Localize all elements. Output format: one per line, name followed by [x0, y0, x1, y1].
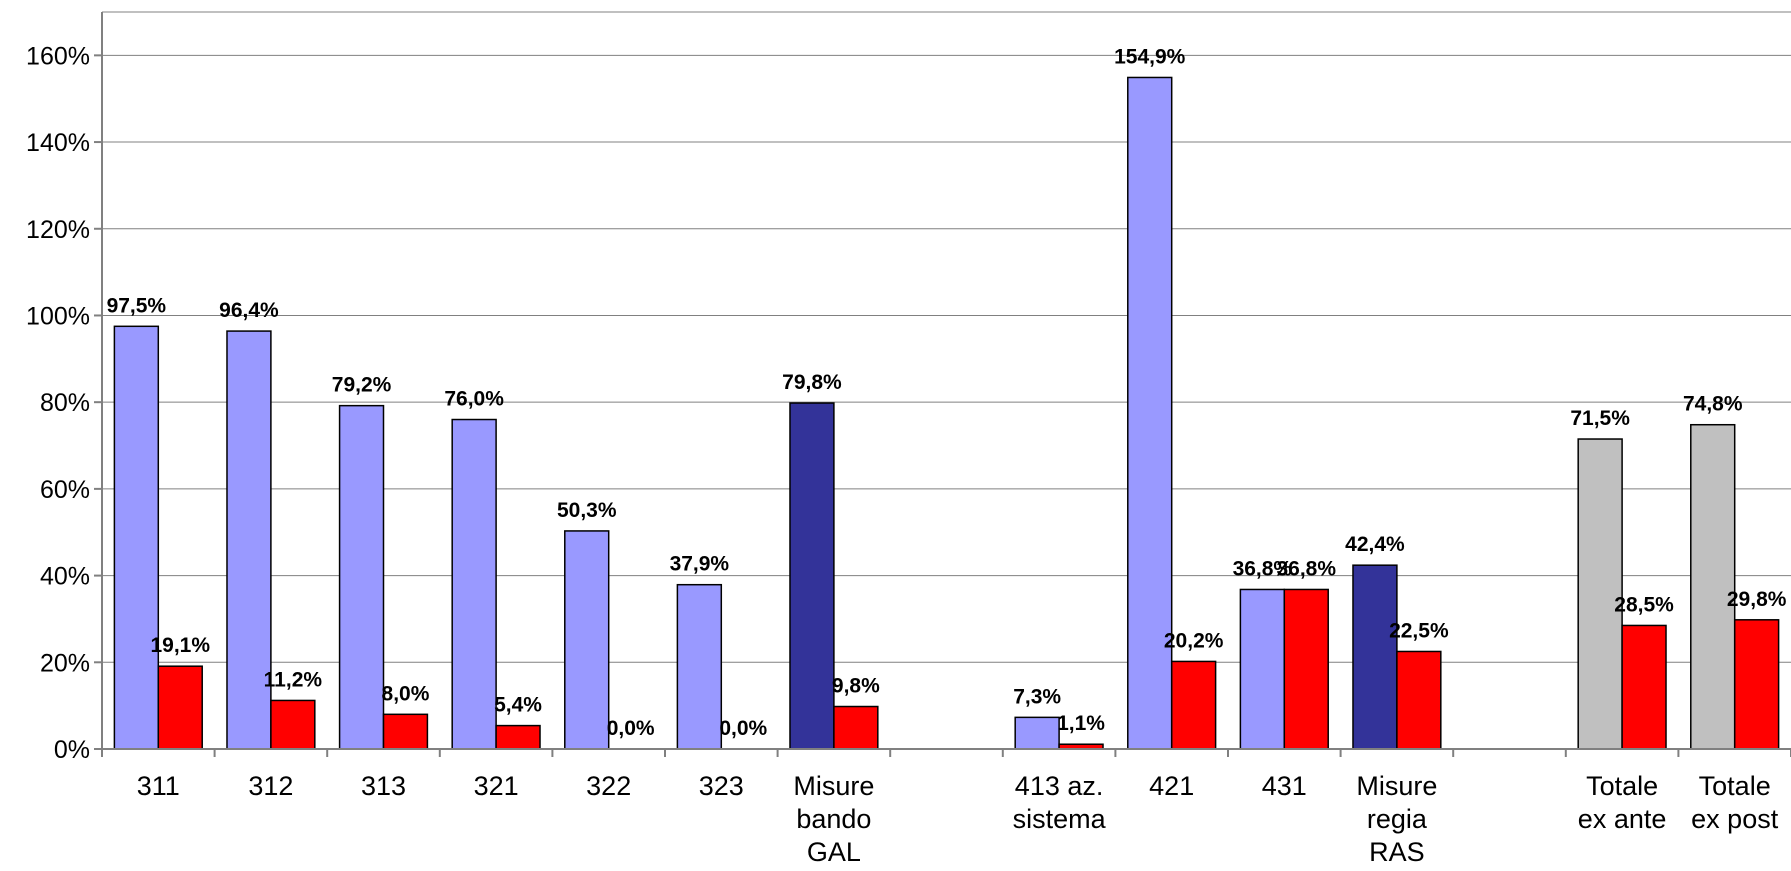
bar-series-2 [270, 699, 316, 750]
y-tick-label: 100% [26, 302, 90, 330]
y-tick-label: 140% [26, 129, 90, 157]
x-tick-label-line: 413 az. [1015, 771, 1104, 801]
data-label: 79,8% [782, 371, 842, 394]
y-tick-label: 80% [40, 389, 90, 417]
data-label: 11,2% [264, 668, 323, 691]
x-tick-label: 413 az. sistema [1013, 771, 1107, 834]
bar-series-1 [564, 530, 610, 750]
bar-series-2 [1396, 650, 1442, 750]
data-label: 154,9% [1114, 45, 1186, 68]
data-label: 37,9% [670, 553, 730, 576]
bar-series-1 [338, 404, 385, 750]
x-tick-label-line: 312 [248, 771, 293, 801]
x-tick-label: 323 [699, 771, 744, 801]
data-label: 5,4% [494, 694, 542, 717]
bar-series-1 [1352, 564, 1398, 750]
x-tick-label: 313 [361, 771, 406, 801]
axes [94, 12, 1791, 757]
x-tick-label-line: sistema [1013, 804, 1107, 834]
data-label: 19,1% [150, 634, 210, 657]
x-tick-label-line: bando [796, 804, 871, 834]
x-tick-label-line: regia [1367, 804, 1428, 834]
x-tick-label-line: Misure [1356, 771, 1437, 801]
bar-series-2 [495, 724, 541, 750]
x-tick-label: Misure regia RAS [1356, 771, 1437, 867]
x-tick-label: Totale ex ante [1578, 771, 1667, 834]
bar-series-2 [157, 665, 203, 750]
x-tick-label-line: Misure [793, 771, 874, 801]
bar-series-2 [1733, 619, 1780, 750]
bars [113, 76, 1780, 750]
x-tick-label-line: 321 [474, 771, 519, 801]
bar-series-2 [1170, 660, 1217, 750]
data-label: 96,4% [219, 299, 279, 322]
x-tick-label-line: Totale [1699, 771, 1771, 801]
x-tick-label-line: 311 [137, 771, 180, 801]
data-label: 36,8% [1233, 557, 1293, 580]
y-tick-label: 60% [40, 476, 90, 504]
data-label: 9,8% [832, 675, 880, 698]
x-tick-label: 431 [1262, 771, 1307, 801]
x-tick-label: 322 [586, 771, 631, 801]
bar-series-2 [382, 713, 429, 750]
bar-series-1 [676, 583, 723, 750]
x-tick-label: 321 [474, 771, 519, 801]
data-label: 7,3% [1013, 685, 1061, 708]
y-tick-label: 160% [26, 42, 90, 70]
data-labels: 97,5% 96,4% 79,2% 76,0% 50,3% 37,9% 79,8% 7,3% 1… [107, 45, 1787, 740]
bar-series-1 [789, 402, 835, 750]
bar-series-1 [1014, 716, 1060, 750]
x-tick-label-line: RAS [1369, 837, 1425, 867]
x-tick-label-line: ex post [1691, 804, 1779, 834]
data-label: 22,5% [1389, 619, 1449, 642]
y-tick-label: 120% [26, 216, 90, 244]
data-label: 76,0% [444, 388, 504, 411]
y-tick-labels: 0% 20% 40% 60% 80% 100% 120% 140% 160% [26, 42, 90, 764]
x-tick-label: 421 [1149, 771, 1194, 801]
x-tick-label: Totale ex post [1691, 771, 1779, 834]
y-tick-label: 40% [40, 563, 90, 591]
bar-series-1 [451, 418, 497, 750]
bar-series-2 [1283, 588, 1329, 750]
x-tick-label-line: Totale [1586, 771, 1658, 801]
data-label: 97,5% [107, 294, 167, 317]
data-label: 0,0% [607, 717, 655, 740]
y-tick-label: 20% [40, 649, 90, 677]
data-label: 42,4% [1345, 533, 1405, 556]
bar-series-2 [1621, 624, 1667, 750]
x-tick-label-line: ex ante [1578, 804, 1667, 834]
data-label: 8,0% [382, 682, 430, 705]
x-tick-label-line: GAL [807, 837, 861, 867]
data-label: 20,2% [1164, 629, 1224, 652]
x-tick-label-line: 431 [1262, 771, 1307, 801]
x-tick-label-line: 322 [586, 771, 631, 801]
x-tick-label-line: 323 [699, 771, 744, 801]
data-label: 36,8% [1276, 557, 1336, 580]
bar-series-1 [226, 330, 272, 750]
bar-series-2 [833, 705, 879, 750]
data-label: 50,3% [557, 499, 617, 522]
x-tick-label: 312 [248, 771, 293, 801]
bar-series-1 [1239, 588, 1286, 750]
data-label: 1,1% [1057, 712, 1105, 735]
x-tick-label: Misure bando GAL [793, 771, 874, 867]
x-tick-label-line: 421 [1149, 771, 1194, 801]
x-tick-label-line: 313 [361, 771, 406, 801]
y-tick-label: 0% [54, 736, 90, 764]
data-label: 74,8% [1683, 393, 1743, 416]
data-label: 79,2% [332, 374, 392, 397]
bar-series-1 [113, 325, 160, 750]
data-label: 71,5% [1570, 407, 1630, 430]
data-label: 0,0% [719, 717, 767, 740]
data-label: 28,5% [1614, 593, 1674, 616]
data-label: 29,8% [1727, 588, 1787, 611]
x-tick-label: 311 [137, 771, 180, 801]
